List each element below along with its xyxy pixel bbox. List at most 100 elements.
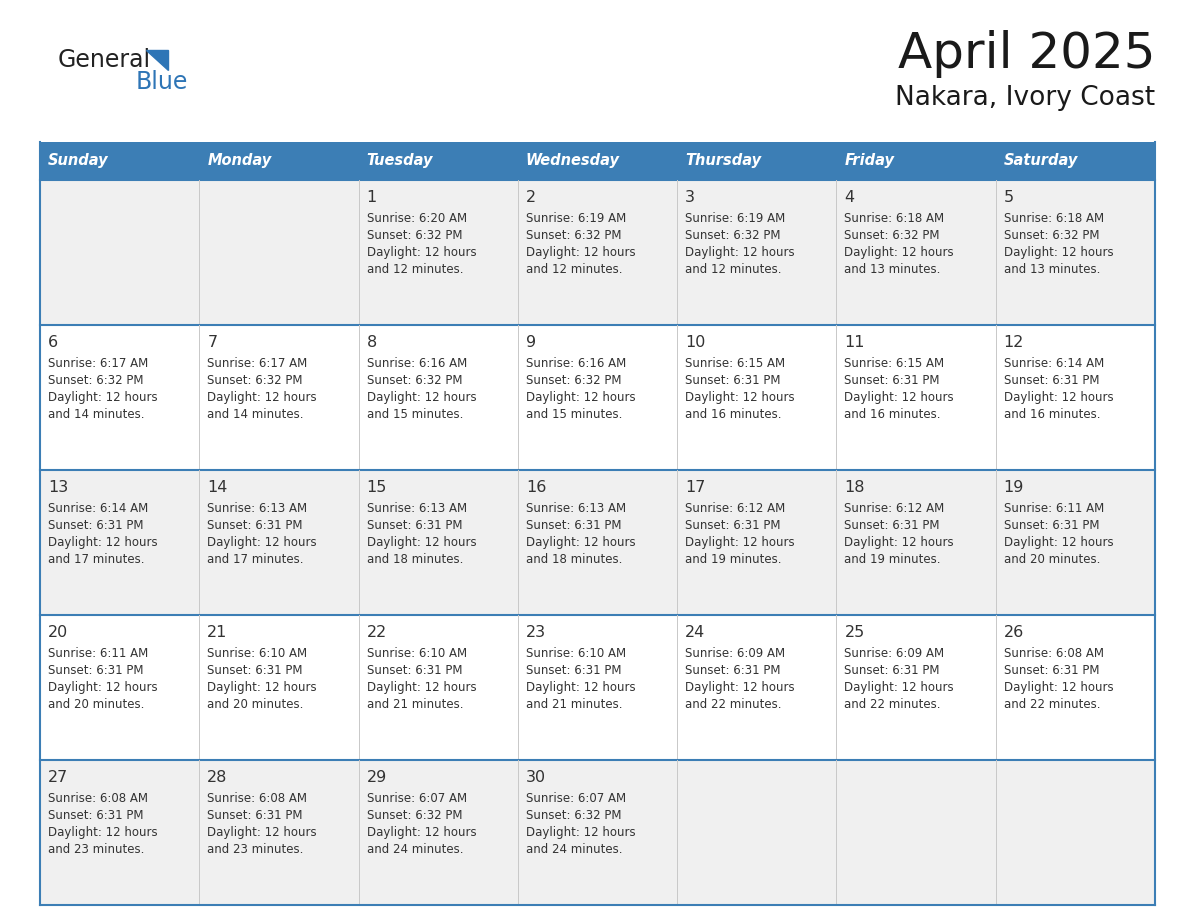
Text: and 12 minutes.: and 12 minutes. bbox=[526, 263, 623, 276]
Text: 17: 17 bbox=[685, 480, 706, 495]
Text: and 17 minutes.: and 17 minutes. bbox=[207, 553, 304, 566]
Text: Daylight: 12 hours: Daylight: 12 hours bbox=[1004, 246, 1113, 259]
Text: 22: 22 bbox=[367, 625, 387, 640]
Bar bbox=[40, 325, 200, 470]
Text: Sunset: 6:32 PM: Sunset: 6:32 PM bbox=[1004, 229, 1099, 242]
Text: Sunrise: 6:10 AM: Sunrise: 6:10 AM bbox=[526, 647, 626, 660]
Text: Daylight: 12 hours: Daylight: 12 hours bbox=[48, 536, 158, 549]
Bar bbox=[836, 180, 996, 325]
Text: Monday: Monday bbox=[207, 153, 272, 169]
Text: and 16 minutes.: and 16 minutes. bbox=[685, 408, 782, 421]
Text: 14: 14 bbox=[207, 480, 228, 495]
Text: Sunset: 6:31 PM: Sunset: 6:31 PM bbox=[367, 664, 462, 677]
Text: 2: 2 bbox=[526, 190, 536, 205]
Bar bbox=[359, 325, 518, 470]
Text: and 12 minutes.: and 12 minutes. bbox=[685, 263, 782, 276]
Text: Daylight: 12 hours: Daylight: 12 hours bbox=[367, 681, 476, 694]
Text: and 18 minutes.: and 18 minutes. bbox=[367, 553, 463, 566]
Text: 20: 20 bbox=[48, 625, 68, 640]
Text: Sunrise: 6:12 AM: Sunrise: 6:12 AM bbox=[845, 502, 944, 515]
Text: Sunset: 6:31 PM: Sunset: 6:31 PM bbox=[207, 519, 303, 532]
Bar bbox=[996, 180, 1155, 325]
Text: 13: 13 bbox=[48, 480, 68, 495]
Bar bbox=[677, 180, 836, 325]
Text: 4: 4 bbox=[845, 190, 854, 205]
Text: and 16 minutes.: and 16 minutes. bbox=[1004, 408, 1100, 421]
Text: Sunset: 6:32 PM: Sunset: 6:32 PM bbox=[367, 809, 462, 822]
Text: Sunset: 6:31 PM: Sunset: 6:31 PM bbox=[48, 664, 144, 677]
Text: Sunset: 6:31 PM: Sunset: 6:31 PM bbox=[367, 519, 462, 532]
Text: 6: 6 bbox=[48, 335, 58, 350]
Text: Sunrise: 6:19 AM: Sunrise: 6:19 AM bbox=[685, 212, 785, 225]
Text: Daylight: 12 hours: Daylight: 12 hours bbox=[845, 246, 954, 259]
Text: and 17 minutes.: and 17 minutes. bbox=[48, 553, 145, 566]
Bar bbox=[518, 760, 677, 905]
Bar bbox=[996, 142, 1155, 180]
Text: and 19 minutes.: and 19 minutes. bbox=[845, 553, 941, 566]
Text: Sunrise: 6:14 AM: Sunrise: 6:14 AM bbox=[1004, 357, 1104, 370]
Text: Sunrise: 6:08 AM: Sunrise: 6:08 AM bbox=[1004, 647, 1104, 660]
Text: 8: 8 bbox=[367, 335, 377, 350]
Text: Sunset: 6:31 PM: Sunset: 6:31 PM bbox=[1004, 664, 1099, 677]
Text: Sunrise: 6:15 AM: Sunrise: 6:15 AM bbox=[685, 357, 785, 370]
Bar bbox=[677, 142, 836, 180]
Text: Sunrise: 6:13 AM: Sunrise: 6:13 AM bbox=[207, 502, 308, 515]
Text: Sunrise: 6:08 AM: Sunrise: 6:08 AM bbox=[207, 792, 308, 805]
Text: Sunrise: 6:16 AM: Sunrise: 6:16 AM bbox=[367, 357, 467, 370]
Bar bbox=[677, 760, 836, 905]
Text: April 2025: April 2025 bbox=[897, 30, 1155, 78]
Text: Sunset: 6:32 PM: Sunset: 6:32 PM bbox=[367, 374, 462, 387]
Text: Sunset: 6:32 PM: Sunset: 6:32 PM bbox=[845, 229, 940, 242]
Text: and 14 minutes.: and 14 minutes. bbox=[207, 408, 304, 421]
Text: Daylight: 12 hours: Daylight: 12 hours bbox=[207, 826, 317, 839]
Bar bbox=[359, 142, 518, 180]
Text: and 22 minutes.: and 22 minutes. bbox=[845, 698, 941, 711]
Text: 29: 29 bbox=[367, 770, 387, 785]
Text: Sunset: 6:32 PM: Sunset: 6:32 PM bbox=[207, 374, 303, 387]
Text: Daylight: 12 hours: Daylight: 12 hours bbox=[367, 246, 476, 259]
Text: Sunrise: 6:08 AM: Sunrise: 6:08 AM bbox=[48, 792, 148, 805]
Text: and 22 minutes.: and 22 minutes. bbox=[685, 698, 782, 711]
Text: Daylight: 12 hours: Daylight: 12 hours bbox=[526, 681, 636, 694]
Text: Saturday: Saturday bbox=[1004, 153, 1078, 169]
Bar bbox=[200, 180, 359, 325]
Bar bbox=[200, 615, 359, 760]
Text: Sunset: 6:32 PM: Sunset: 6:32 PM bbox=[526, 809, 621, 822]
Text: Sunrise: 6:18 AM: Sunrise: 6:18 AM bbox=[845, 212, 944, 225]
Text: and 18 minutes.: and 18 minutes. bbox=[526, 553, 623, 566]
Text: Sunrise: 6:15 AM: Sunrise: 6:15 AM bbox=[845, 357, 944, 370]
Text: Sunset: 6:31 PM: Sunset: 6:31 PM bbox=[48, 519, 144, 532]
Text: 11: 11 bbox=[845, 335, 865, 350]
Text: 27: 27 bbox=[48, 770, 68, 785]
Text: and 23 minutes.: and 23 minutes. bbox=[207, 843, 304, 856]
Text: Thursday: Thursday bbox=[685, 153, 762, 169]
Text: 23: 23 bbox=[526, 625, 546, 640]
Text: Daylight: 12 hours: Daylight: 12 hours bbox=[845, 391, 954, 404]
Bar bbox=[359, 615, 518, 760]
Text: 9: 9 bbox=[526, 335, 536, 350]
Text: and 19 minutes.: and 19 minutes. bbox=[685, 553, 782, 566]
Text: Friday: Friday bbox=[845, 153, 895, 169]
Text: Sunrise: 6:11 AM: Sunrise: 6:11 AM bbox=[48, 647, 148, 660]
Text: 10: 10 bbox=[685, 335, 706, 350]
Text: Daylight: 12 hours: Daylight: 12 hours bbox=[526, 246, 636, 259]
Text: 21: 21 bbox=[207, 625, 228, 640]
Text: Daylight: 12 hours: Daylight: 12 hours bbox=[685, 681, 795, 694]
Text: Sunset: 6:31 PM: Sunset: 6:31 PM bbox=[526, 664, 621, 677]
Bar bbox=[836, 142, 996, 180]
Text: Daylight: 12 hours: Daylight: 12 hours bbox=[48, 826, 158, 839]
Text: and 23 minutes.: and 23 minutes. bbox=[48, 843, 145, 856]
Text: Sunset: 6:31 PM: Sunset: 6:31 PM bbox=[685, 519, 781, 532]
Text: Daylight: 12 hours: Daylight: 12 hours bbox=[526, 391, 636, 404]
Text: Sunset: 6:31 PM: Sunset: 6:31 PM bbox=[1004, 374, 1099, 387]
Text: Daylight: 12 hours: Daylight: 12 hours bbox=[207, 391, 317, 404]
Text: and 13 minutes.: and 13 minutes. bbox=[845, 263, 941, 276]
Text: Sunset: 6:31 PM: Sunset: 6:31 PM bbox=[48, 809, 144, 822]
Bar bbox=[836, 615, 996, 760]
Text: Sunrise: 6:07 AM: Sunrise: 6:07 AM bbox=[526, 792, 626, 805]
Text: Daylight: 12 hours: Daylight: 12 hours bbox=[367, 391, 476, 404]
Text: Wednesday: Wednesday bbox=[526, 153, 620, 169]
Bar bbox=[200, 325, 359, 470]
Text: Daylight: 12 hours: Daylight: 12 hours bbox=[845, 681, 954, 694]
Text: Sunset: 6:32 PM: Sunset: 6:32 PM bbox=[526, 374, 621, 387]
